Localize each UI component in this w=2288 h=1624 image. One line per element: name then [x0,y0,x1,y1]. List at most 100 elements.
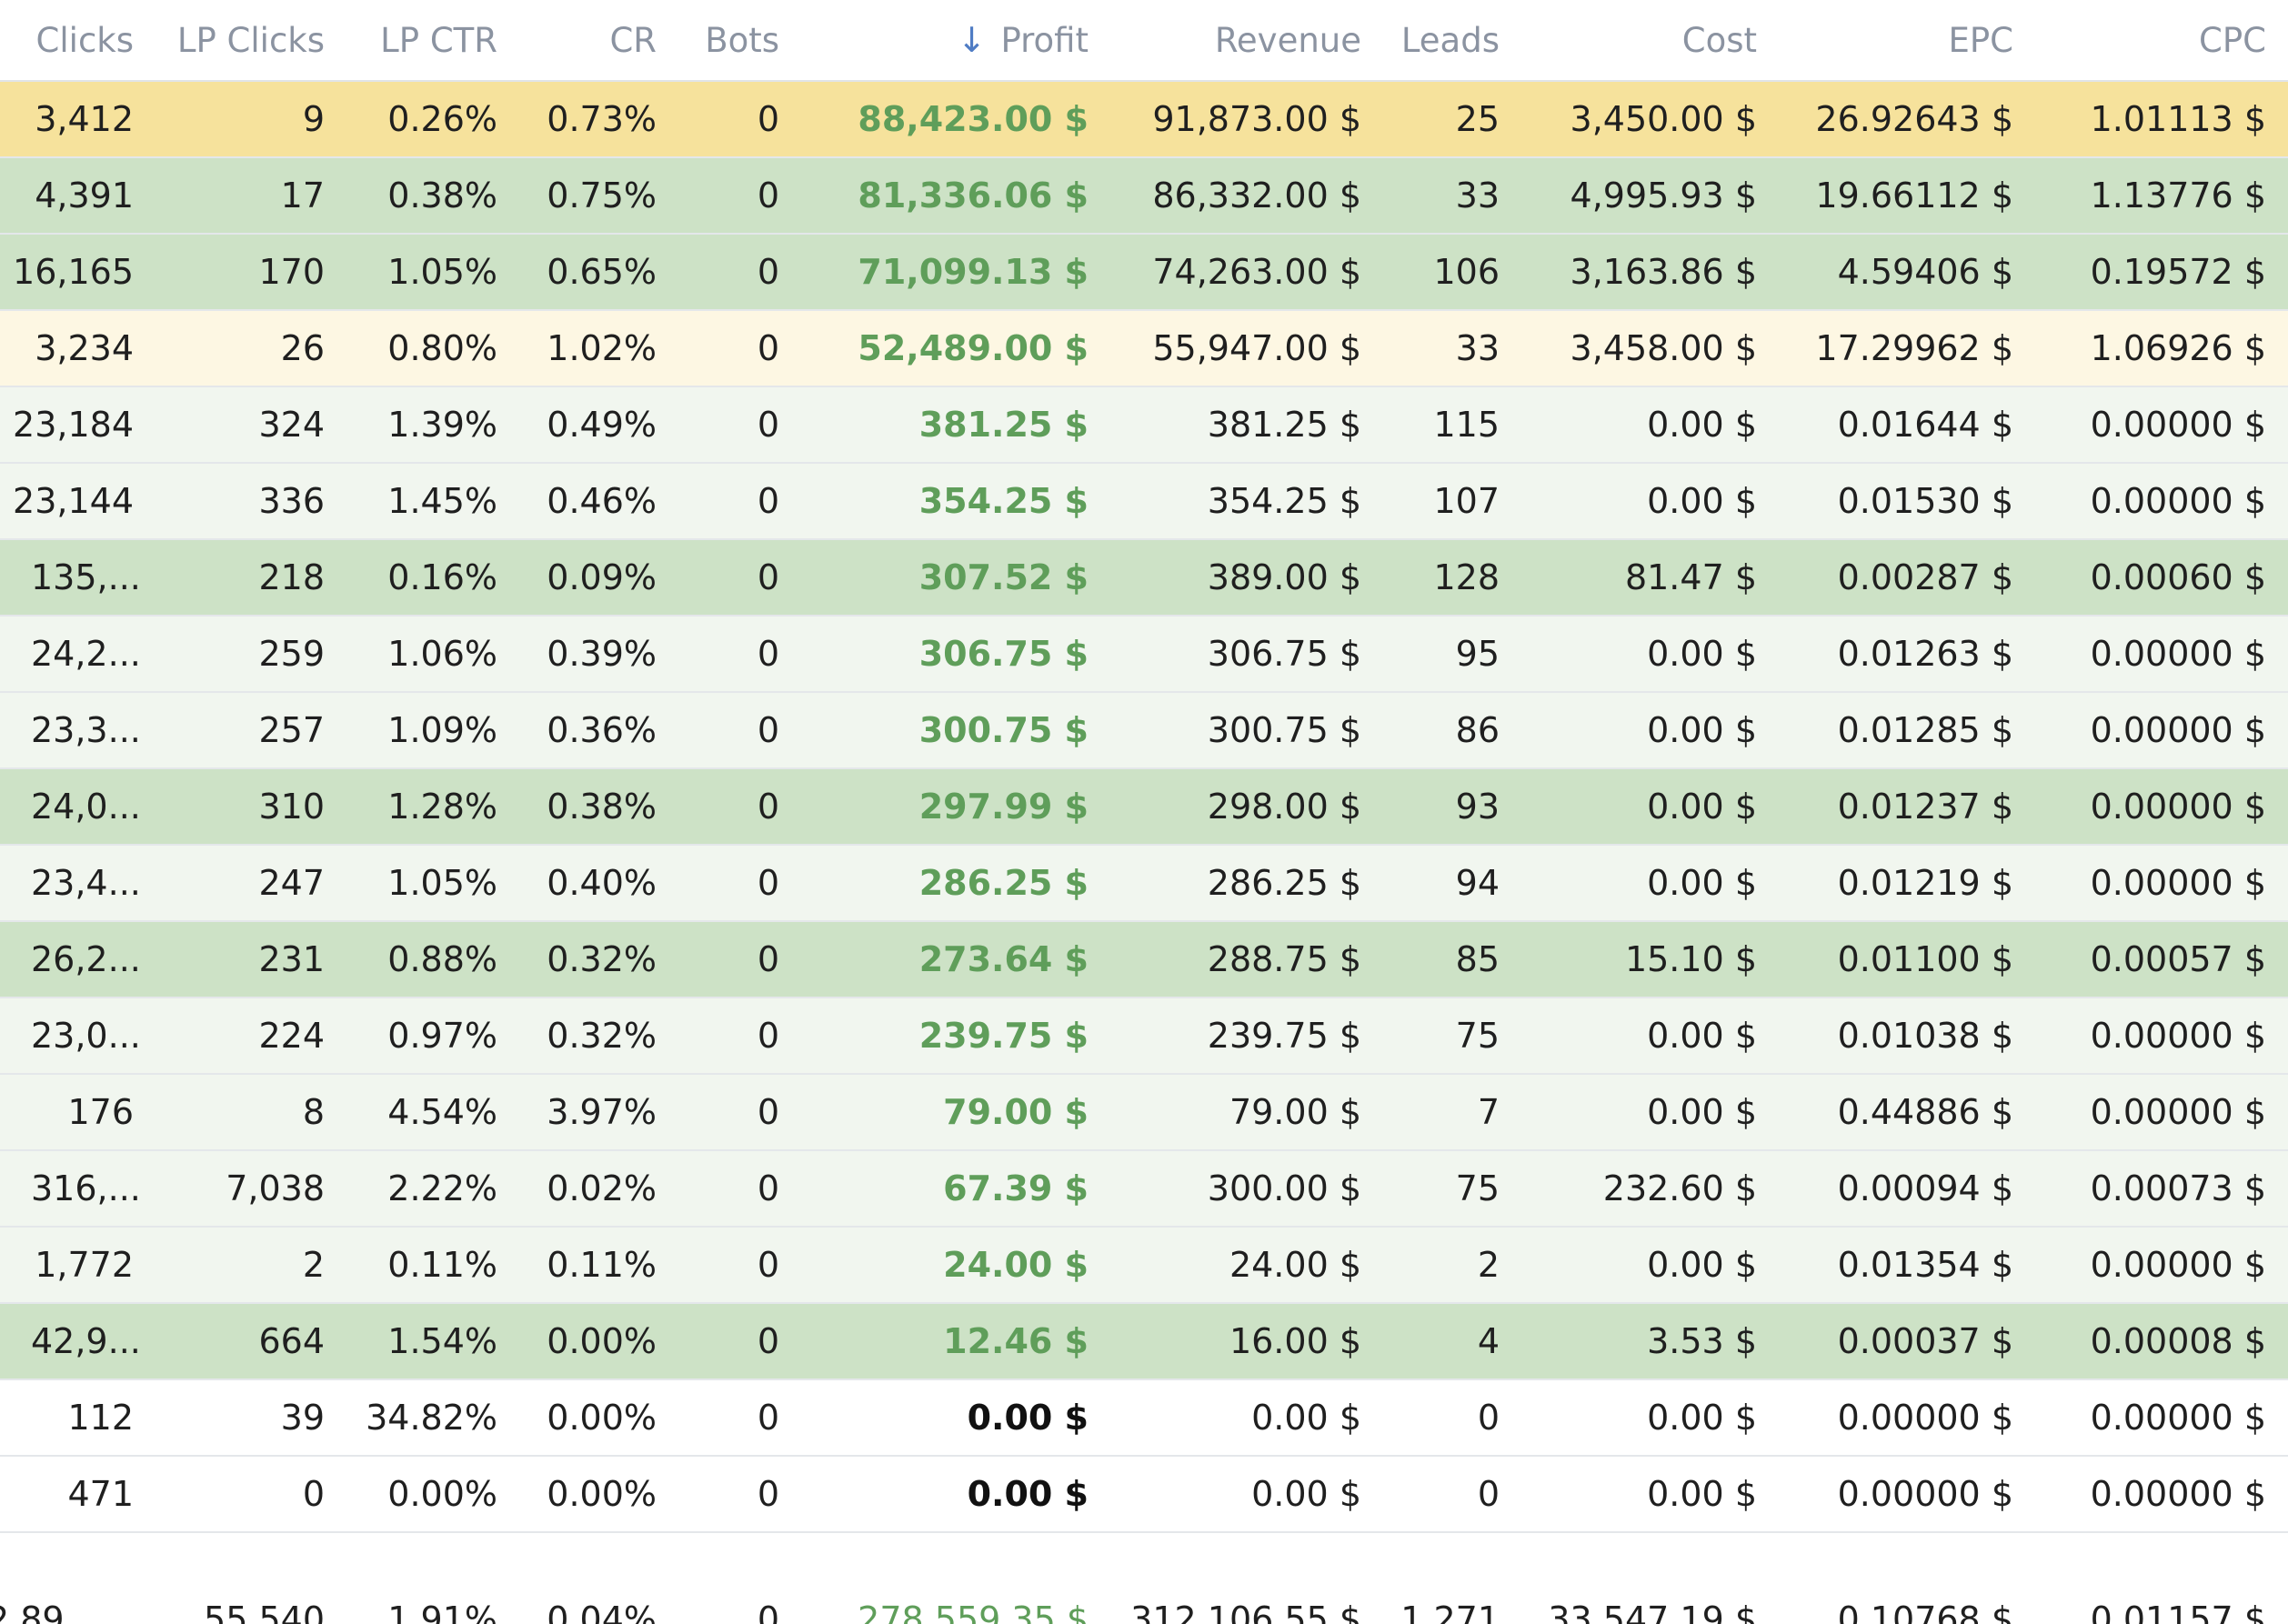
cell-leads: 85 [1383,921,1521,998]
table-row[interactable]: 471 0 0.00% 0.00% 0 0.00 $0.00 $0 0.00 $0.0000… [0,1456,2288,1533]
cell-lp-ctr: 0.00% [346,1456,519,1533]
total-leads: 1,271 [1383,1531,1521,1624]
cell-cr: 0.49% [519,386,678,464]
cell-lp-ctr: 1.09% [346,692,519,769]
table-row[interactable]: 24,0... 310 1.28% 0.38% 0 297.99 $298.00 $93 0… [0,768,2288,846]
table-row[interactable]: 3,234 26 0.80% 1.02% 0 52,489.00 $55,947.00 $… [0,310,2288,387]
cell-clicks: 23,184 [0,386,156,464]
table-row[interactable]: 3,412 9 0.26% 0.73% 0 88,423.00 $91,873.00 $2… [0,81,2288,158]
cell-epc: 0.00287 $ [1779,539,2035,617]
cell-revenue: 16.00 $ [1110,1303,1383,1380]
cell-lp-ctr: 1.06% [346,616,519,693]
cell-epc: 0.01644 $ [1779,386,2035,464]
column-header-label: CPC [2199,20,2266,60]
cell-leads: 106 [1383,234,1521,311]
table-row[interactable]: 316,... 7,038 2.22% 0.02% 0 67.39 $300.00 $75… [0,1150,2288,1228]
table-row[interactable]: 23,3... 257 1.09% 0.36% 0 300.75 $300.75 $86 0… [0,692,2288,769]
column-header-bots[interactable]: Bots [678,0,801,82]
cell-lp-clicks: 324 [156,386,346,464]
cell-cr: 0.65% [519,234,678,311]
cell-bots: 0 [678,1456,801,1533]
cell-epc: 0.00094 $ [1779,1150,2035,1228]
cell-cost: 4,995.93 $ [1521,157,1779,235]
cell-profit: 0.00 $ [801,1456,1110,1533]
column-header-clicks[interactable]: Clicks [0,0,156,82]
cell-profit: 286.25 $ [801,845,1110,922]
cell-leads: 75 [1383,1150,1521,1228]
cell-clicks: 42,9... [0,1303,156,1380]
cell-epc: 0.01237 $ [1779,768,2035,846]
table-row[interactable]: 23,184 324 1.39% 0.49% 0 381.25 $381.25 $115 0… [0,386,2288,464]
cell-clicks: 23,4... [0,845,156,922]
cell-clicks: 471 [0,1456,156,1533]
cell-cost: 3.53 $ [1521,1303,1779,1380]
cell-lp-ctr: 0.38% [346,157,519,235]
cell-lp-ctr: 0.26% [346,81,519,158]
cell-cost: 232.60 $ [1521,1150,1779,1228]
table-row[interactable]: 23,0... 224 0.97% 0.32% 0 239.75 $239.75 $75 0… [0,997,2288,1075]
cell-cr: 0.39% [519,616,678,693]
column-header-epc[interactable]: EPC [1779,0,2035,82]
cell-epc: 0.01263 $ [1779,616,2035,693]
table-row[interactable]: 42,9... 664 1.54% 0.00% 0 12.46 $16.00 $4 3.53… [0,1303,2288,1380]
column-header-revenue[interactable]: Revenue [1110,0,1383,82]
column-header-label: LP Clicks [176,20,325,60]
column-header-profit[interactable]: ↓ Profit [801,0,1110,82]
cell-lp-clicks: 231 [156,921,346,998]
cell-revenue: 300.00 $ [1110,1150,1383,1228]
cell-revenue: 389.00 $ [1110,539,1383,617]
column-header-cpc[interactable]: CPC [2035,0,2288,82]
total-lp-clicks: 55,540 [156,1531,346,1624]
cell-epc: 0.01038 $ [1779,997,2035,1075]
column-header-lp-ctr[interactable]: LP CTR [346,0,519,82]
table-row[interactable]: 23,4... 247 1.05% 0.40% 0 286.25 $286.25 $94 0… [0,845,2288,922]
cell-cr: 0.73% [519,81,678,158]
total-profit: 278,559.35 $ [801,1531,1110,1624]
cell-leads: 0 [1383,1456,1521,1533]
table-row[interactable]: 1,772 2 0.11% 0.11% 0 24.00 $24.00 $2 0.00 $0.… [0,1227,2288,1304]
table-row[interactable]: 176 8 4.54% 3.97% 0 79.00 $79.00 $7 0.00 $0.44… [0,1074,2288,1151]
table-row[interactable]: 24,2... 259 1.06% 0.39% 0 306.75 $306.75 $95 0… [0,616,2288,693]
cell-bots: 0 [678,921,801,998]
cell-profit: 273.64 $ [801,921,1110,998]
column-header-lp-clicks[interactable]: LP Clicks [156,0,346,82]
cell-lp-ctr: 0.88% [346,921,519,998]
table-row[interactable]: 23,144 336 1.45% 0.46% 0 354.25 $354.25 $107 0… [0,463,2288,540]
table-row[interactable]: 26,2... 231 0.88% 0.32% 0 273.64 $288.75 $85 1… [0,921,2288,998]
cell-lp-ctr: 1.54% [346,1303,519,1380]
cell-leads: 75 [1383,997,1521,1075]
column-header-cr[interactable]: CR [519,0,678,82]
cell-clicks: 112 [0,1379,156,1457]
cell-leads: 4 [1383,1303,1521,1380]
cell-clicks: 23,3... [0,692,156,769]
cell-leads: 7 [1383,1074,1521,1151]
table-row[interactable]: 16,165 170 1.05% 0.65% 0 71,099.13 $74,263.00… [0,234,2288,311]
column-header-label: Clicks [35,20,134,60]
cell-cpc: 0.00000 $ [2035,692,2288,769]
column-header-label: LP CTR [380,20,497,60]
cell-profit: 52,489.00 $ [801,310,1110,387]
cell-epc: 0.00037 $ [1779,1303,2035,1380]
cell-lp-ctr: 34.82% [346,1379,519,1457]
cell-revenue: 239.75 $ [1110,997,1383,1075]
table-row[interactable]: 135,... 218 0.16% 0.09% 0 307.52 $389.00 $128… [0,539,2288,617]
cell-cost: 0.00 $ [1521,1074,1779,1151]
cell-bots: 0 [678,616,801,693]
cell-revenue: 86,332.00 $ [1110,157,1383,235]
column-header-leads[interactable]: Leads [1383,0,1521,82]
cell-epc: 0.01219 $ [1779,845,2035,922]
cell-lp-ctr: 1.39% [346,386,519,464]
column-header-cost[interactable]: Cost [1521,0,1779,82]
cell-clicks: 135,... [0,539,156,617]
cell-revenue: 79.00 $ [1110,1074,1383,1151]
column-header-label: CR [609,20,657,60]
cell-cr: 0.40% [519,845,678,922]
cell-lp-clicks: 2 [156,1227,346,1304]
cell-lp-ctr: 1.05% [346,845,519,922]
cell-clicks: 24,2... [0,616,156,693]
cell-lp-ctr: 1.28% [346,768,519,846]
cell-lp-ctr: 2.22% [346,1150,519,1228]
table-row[interactable]: 112 39 34.82% 0.00% 0 0.00 $0.00 $0 0.00 $0.00… [0,1379,2288,1457]
table-row[interactable]: 4,391 17 0.38% 0.75% 0 81,336.06 $86,332.00 $… [0,157,2288,235]
